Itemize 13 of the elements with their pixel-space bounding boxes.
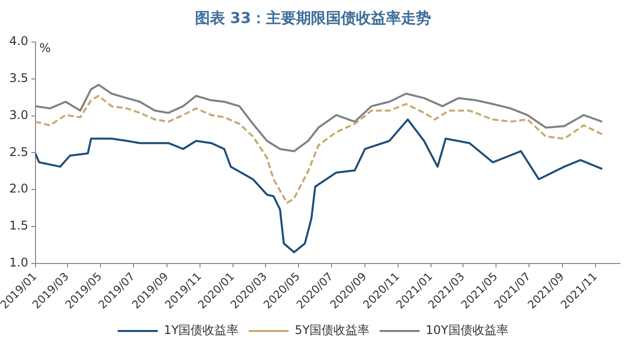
y-tick-label: 4.0: [9, 34, 28, 48]
y-tick-label: 3.5: [9, 71, 28, 86]
line-series: [35, 94, 604, 204]
y-tick-label: 2.5: [9, 144, 28, 159]
y-tick-label: 2.0: [9, 182, 28, 196]
y-tick-label: 1.5: [9, 218, 28, 233]
legend-label: 10Y国债收益率: [426, 323, 508, 338]
y-axis-title: %: [39, 41, 51, 56]
legend-label: 1Y国债收益率: [164, 323, 239, 338]
chart-title: 图表 33：主要期限国债收益率走势: [194, 8, 432, 27]
legend-label: 5Y国债收益率: [294, 323, 370, 338]
y-tick-label: 3.0: [9, 108, 28, 122]
y-tick-label: 1.0: [9, 255, 28, 270]
